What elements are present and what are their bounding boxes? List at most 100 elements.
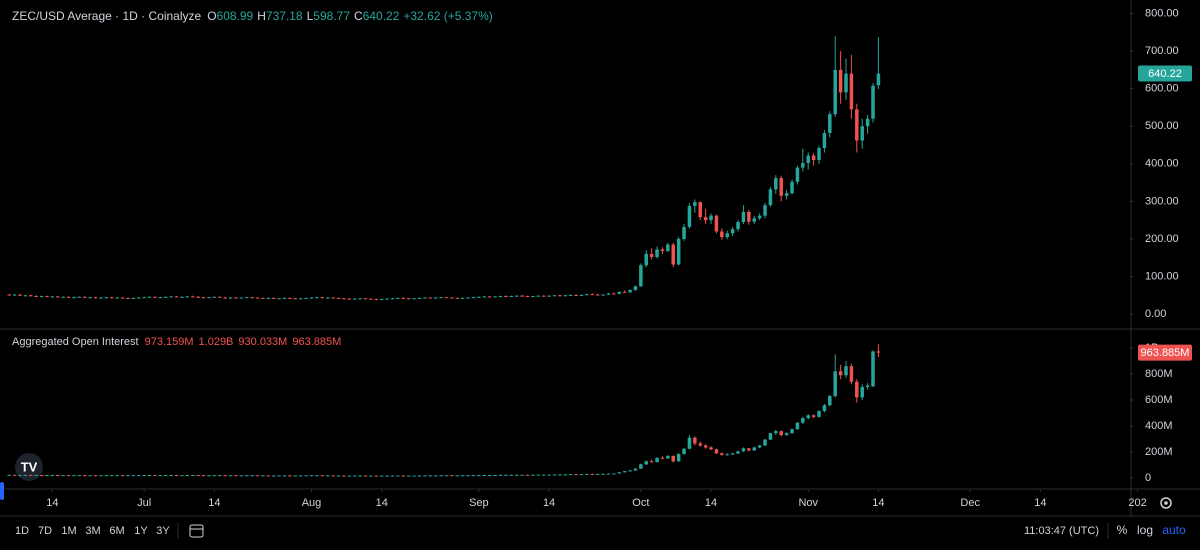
candle-body xyxy=(698,202,702,218)
candle-body xyxy=(536,474,541,476)
candle-body xyxy=(185,474,190,476)
candle-body xyxy=(12,294,17,296)
candle-body xyxy=(487,474,492,476)
candle-body xyxy=(795,422,800,430)
candle-body xyxy=(185,296,190,298)
candle-body xyxy=(115,475,119,477)
candle-body xyxy=(153,296,157,298)
ohlc-letter: C xyxy=(354,9,363,23)
candle-body xyxy=(433,297,438,299)
candle-body xyxy=(482,474,487,476)
settings-icon[interactable] xyxy=(1160,497,1172,509)
candle-body xyxy=(320,297,325,299)
candle-body xyxy=(633,468,638,471)
candle-body xyxy=(590,294,595,296)
candle-body xyxy=(169,296,173,298)
candle-body xyxy=(406,298,411,300)
candle-body xyxy=(34,296,38,298)
candle-body xyxy=(660,249,665,251)
oi-value: 973.159M xyxy=(145,336,194,348)
candle-body xyxy=(412,298,416,300)
candle-body xyxy=(606,473,611,475)
candle-body xyxy=(687,205,692,227)
candle-body xyxy=(158,297,163,299)
range-button[interactable]: 1Y xyxy=(134,525,148,537)
candle-body xyxy=(56,474,60,476)
candle-body xyxy=(244,297,249,299)
range-button[interactable]: 3Y xyxy=(156,525,170,537)
candle-body xyxy=(315,475,319,477)
x-tick-label: 14 xyxy=(543,497,555,509)
candle-body xyxy=(585,473,589,475)
range-button[interactable]: 1M xyxy=(61,525,76,537)
scale-button[interactable]: % xyxy=(1117,523,1128,537)
oi-value: 1.029B xyxy=(199,336,234,348)
y-tick-label: 300.00 xyxy=(1145,195,1179,207)
candle-body xyxy=(201,475,206,477)
date-range-icon[interactable] xyxy=(189,524,204,538)
range-button[interactable]: 6M xyxy=(109,525,124,537)
candle-body xyxy=(498,296,503,298)
candle-body xyxy=(709,215,713,221)
oi-value: 963.885M xyxy=(292,336,341,348)
candle-body xyxy=(666,455,670,459)
candle-body xyxy=(190,474,195,476)
candle-body xyxy=(423,297,427,299)
candle-body xyxy=(590,473,595,475)
candle-body xyxy=(331,475,335,477)
candle-body xyxy=(747,211,751,222)
candle-body xyxy=(865,118,870,127)
candle-body xyxy=(277,475,281,477)
candle-body xyxy=(849,366,854,382)
candle-body xyxy=(228,475,233,477)
candle-body xyxy=(547,474,551,476)
candle-body xyxy=(250,475,254,477)
candle-body xyxy=(325,475,330,477)
candle-body xyxy=(855,109,859,141)
candle-body xyxy=(147,296,152,298)
candle-body xyxy=(730,453,735,455)
candle-body xyxy=(520,474,524,476)
ohlc-value: 598.77 xyxy=(313,9,350,23)
range-button[interactable]: 3M xyxy=(85,525,100,537)
candle-body xyxy=(790,429,794,434)
last-price-label: 640.22 xyxy=(1148,68,1182,80)
range-button[interactable]: 1D xyxy=(15,525,29,537)
candle-body xyxy=(595,294,600,296)
candle-body xyxy=(88,475,92,477)
candle-body xyxy=(347,298,352,300)
range-button[interactable]: 7D xyxy=(38,525,52,537)
candle-body xyxy=(212,475,217,477)
x-tick-label: 14 xyxy=(376,497,388,509)
candle-body xyxy=(541,474,546,476)
candle-body xyxy=(50,474,55,476)
candle-body xyxy=(504,474,508,476)
candle-body xyxy=(120,297,125,299)
candle-body xyxy=(828,396,832,406)
candle-body xyxy=(671,244,676,265)
candle-body xyxy=(271,475,276,477)
scale-button[interactable]: log xyxy=(1137,523,1153,537)
candle-body xyxy=(401,475,406,477)
candle-body xyxy=(876,351,881,353)
candle-body xyxy=(714,215,719,232)
candle-body xyxy=(477,296,481,298)
candle-body xyxy=(153,474,157,476)
candle-body xyxy=(207,475,211,477)
candle-body xyxy=(385,298,389,300)
candle-body xyxy=(34,474,38,476)
candle-body xyxy=(93,297,98,299)
side-tab[interactable] xyxy=(0,482,4,500)
candle-body xyxy=(666,244,670,251)
scale-button[interactable]: auto xyxy=(1162,523,1186,537)
candle-body xyxy=(514,295,519,297)
last-price-box xyxy=(1138,65,1192,82)
y-tick-label: 500.00 xyxy=(1145,120,1179,132)
last-price-box xyxy=(1138,344,1192,361)
candle-body xyxy=(498,474,503,476)
candle-body xyxy=(110,475,114,477)
candle-body xyxy=(271,297,276,299)
candle-body xyxy=(714,449,719,454)
candle-body xyxy=(466,297,470,299)
candle-body xyxy=(266,297,271,299)
